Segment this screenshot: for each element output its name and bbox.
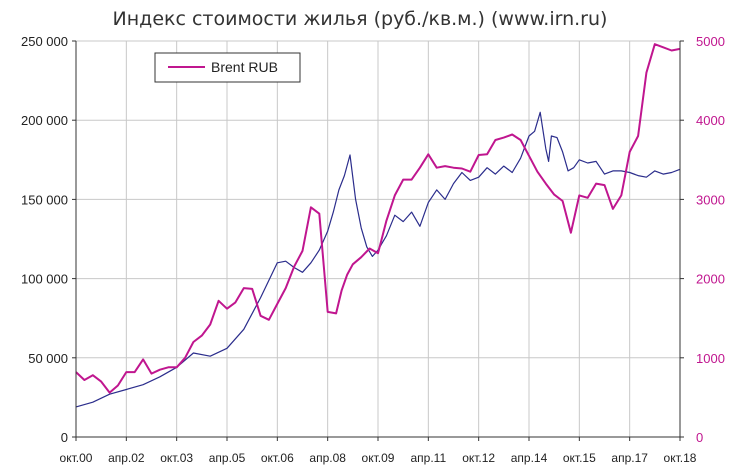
x-tick-label: окт.12	[462, 451, 495, 465]
x-tick-label: апр.02	[108, 451, 145, 465]
y-left-tick-label: 250 000	[21, 34, 68, 49]
x-tick-label: апр.14	[511, 451, 548, 465]
y-right-tick-label: 0	[696, 430, 703, 445]
x-tick-label: апр.17	[611, 451, 648, 465]
y-right-tick-label: 5000	[696, 34, 725, 49]
x-tick-label: окт.00	[60, 451, 93, 465]
x-tick-label: апр.08	[309, 451, 346, 465]
x-tick-label: апр.11	[411, 451, 447, 465]
series-line-brent-rub	[75, 43, 681, 394]
y-right-tick-label: 2000	[696, 272, 725, 287]
y-left-tick-label: 0	[61, 430, 68, 445]
y-right-tick-label: 3000	[696, 192, 725, 207]
series-layer	[75, 43, 681, 408]
x-tick-label: окт.18	[664, 451, 697, 465]
y-left-tick-label: 100 000	[21, 272, 68, 287]
series-line-housing-index	[75, 111, 681, 408]
x-tick-label: окт.06	[261, 451, 294, 465]
x-tick-label: апр.05	[209, 451, 246, 465]
y-left-tick-label: 200 000	[21, 113, 68, 128]
legend: Brent RUB	[154, 52, 301, 83]
y-right-tick-label: 4000	[696, 113, 725, 128]
y-right-tick-label: 1000	[696, 351, 725, 366]
chart-title: Индекс стоимости жилья (руб./кв.м.) (www…	[113, 8, 608, 30]
x-tick-label: окт.03	[160, 451, 193, 465]
legend-label-brent: Brent RUB	[211, 59, 278, 75]
y-left-tick-label: 50 000	[28, 351, 68, 366]
x-tick-label: окт.15	[563, 451, 596, 465]
y-left-tick-label: 150 000	[21, 192, 68, 207]
grid-layer	[76, 40, 681, 437]
x-tick-label: окт.09	[362, 451, 395, 465]
axes-layer: 0 50 000 100 000 150 000 200 000 250 000 0 1000…	[21, 34, 725, 465]
